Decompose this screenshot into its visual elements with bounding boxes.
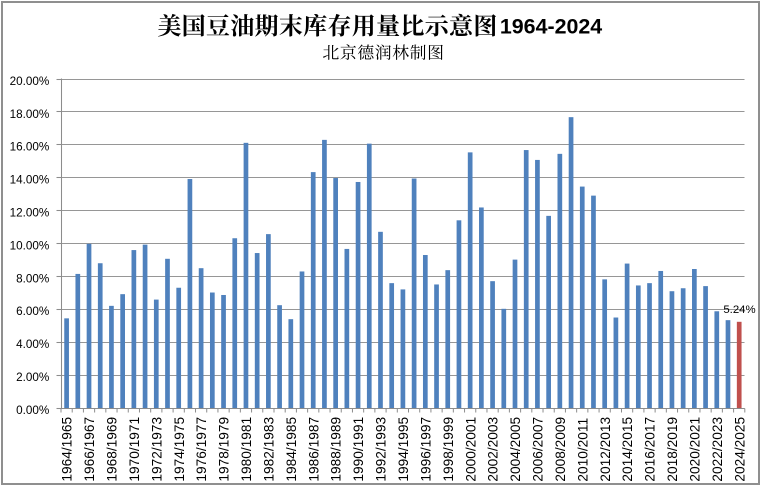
svg-text:2000/2001: 2000/2001 bbox=[463, 417, 478, 482]
svg-text:1980/1981: 1980/1981 bbox=[239, 417, 254, 482]
svg-text:4.00%: 4.00% bbox=[16, 338, 49, 351]
svg-text:1992/1993: 1992/1993 bbox=[374, 417, 389, 482]
svg-text:1970/1971: 1970/1971 bbox=[127, 417, 142, 482]
svg-text:1976/1977: 1976/1977 bbox=[194, 417, 209, 482]
svg-text:5.24%: 5.24% bbox=[723, 304, 755, 316]
svg-text:0.00%: 0.00% bbox=[16, 404, 49, 417]
svg-text:16.00%: 16.00% bbox=[10, 141, 50, 154]
svg-text:1974/1975: 1974/1975 bbox=[172, 417, 187, 482]
svg-text:14.00%: 14.00% bbox=[10, 174, 50, 187]
svg-text:2010/2011: 2010/2011 bbox=[575, 418, 590, 482]
svg-text:2002/2003: 2002/2003 bbox=[486, 417, 501, 482]
svg-text:2004/2005: 2004/2005 bbox=[508, 417, 523, 482]
svg-text:1968/1969: 1968/1969 bbox=[105, 417, 120, 482]
svg-text:1984/1985: 1984/1985 bbox=[284, 417, 299, 482]
svg-text:12.00%: 12.00% bbox=[10, 207, 50, 220]
svg-text:1982/1983: 1982/1983 bbox=[261, 417, 276, 482]
svg-text:1988/1989: 1988/1989 bbox=[329, 417, 344, 482]
svg-text:6.00%: 6.00% bbox=[16, 305, 49, 318]
svg-text:1998/1999: 1998/1999 bbox=[441, 417, 456, 482]
svg-text:1966/1967: 1966/1967 bbox=[82, 417, 97, 482]
svg-text:2014/2015: 2014/2015 bbox=[620, 417, 635, 482]
svg-text:2012/2013: 2012/2013 bbox=[598, 417, 613, 482]
svg-text:8.00%: 8.00% bbox=[16, 272, 49, 285]
svg-text:2008/2009: 2008/2009 bbox=[553, 417, 568, 482]
svg-text:2018/2019: 2018/2019 bbox=[665, 417, 680, 482]
svg-text:1972/1973: 1972/1973 bbox=[149, 417, 164, 482]
svg-text:2022/2023: 2022/2023 bbox=[710, 417, 725, 482]
svg-text:1994/1995: 1994/1995 bbox=[396, 417, 411, 482]
svg-text:1964-2024: 1964-2024 bbox=[500, 15, 602, 39]
svg-text:18.00%: 18.00% bbox=[10, 108, 50, 121]
svg-text:1964/1965: 1964/1965 bbox=[60, 417, 75, 482]
svg-text:1996/1997: 1996/1997 bbox=[418, 417, 433, 482]
svg-text:2.00%: 2.00% bbox=[16, 371, 49, 384]
svg-text:2020/2021: 2020/2021 bbox=[687, 417, 702, 482]
svg-text:10.00%: 10.00% bbox=[10, 239, 50, 252]
svg-text:1978/1979: 1978/1979 bbox=[217, 417, 232, 482]
svg-text:20.00%: 20.00% bbox=[10, 75, 50, 88]
svg-text:1986/1987: 1986/1987 bbox=[306, 417, 321, 482]
svg-text:2006/2007: 2006/2007 bbox=[531, 417, 546, 482]
svg-text:2024/2025: 2024/2025 bbox=[732, 417, 747, 482]
svg-text:2016/2017: 2016/2017 bbox=[643, 417, 658, 482]
svg-text:1990/1991: 1990/1991 bbox=[351, 417, 366, 482]
